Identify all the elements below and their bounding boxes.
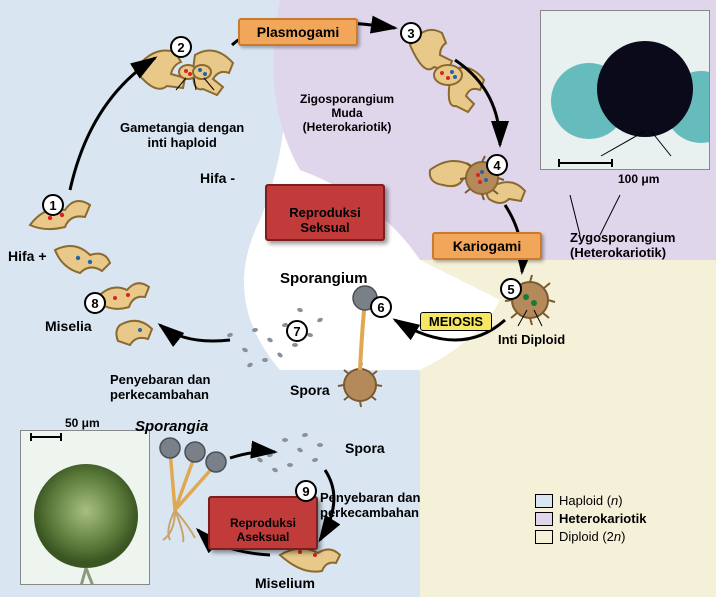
label-gametangia: Gametangia dengan inti haploid <box>120 120 244 150</box>
legend: Haploid (n) Heterokariotik Diploid (2n) <box>535 490 646 547</box>
legend-diploid: Diploid (2n) <box>535 529 646 544</box>
label-sporangia: Sporangia <box>135 418 208 435</box>
scale-50-label: 50 μm <box>65 416 100 430</box>
label-spora1: Spora <box>290 382 330 398</box>
box-repro-aseksual: Reproduksi Aseksual <box>208 496 318 550</box>
repro-seksual-text: Reproduksi Seksual <box>289 205 361 235</box>
legend-hetero-label: Heterokariotik <box>559 511 646 526</box>
label-miselia: Miselia <box>45 318 92 334</box>
scale-100-label: 100 μm <box>618 172 659 186</box>
micrograph-sporangium <box>20 430 150 585</box>
plasmogami-text: Plasmogami <box>257 24 339 40</box>
label-zigo-muda: Zigosporangium Muda (Heterokariotik) <box>300 92 394 134</box>
stage-badge-5: 5 <box>500 278 522 300</box>
stage-badge-6: 6 <box>370 296 392 318</box>
label-inti-diploid: Inti Diploid <box>498 332 565 347</box>
scalebar-100um <box>558 162 613 164</box>
repro-aseksual-text: Reproduksi Aseksual <box>230 516 296 544</box>
label-penyebaran1: Penyebaran dan perkecambahan <box>110 372 210 402</box>
box-meiosis: MEIOSIS <box>420 312 492 331</box>
stage-badge-7: 7 <box>286 320 308 342</box>
legend-haploid-label: Haploid (n) <box>559 493 623 508</box>
stage-badge-3: 3 <box>400 22 422 44</box>
legend-swatch-haploid <box>535 494 553 508</box>
stage-badge-9: 9 <box>295 480 317 502</box>
label-hifa-minus: Hifa - <box>200 170 235 186</box>
label-penyebaran2: Penyebaran dan perkecambahan <box>320 490 420 520</box>
legend-diploid-label: Diploid (2n) <box>559 529 626 544</box>
legend-heterokariotik: Heterokariotik <box>535 511 646 526</box>
box-plasmogami: Plasmogami <box>238 18 358 46</box>
micrograph-zygosporangium <box>540 10 710 170</box>
stage-badge-2: 2 <box>170 36 192 58</box>
stage-badge-8: 8 <box>84 292 106 314</box>
stage-badge-4: 4 <box>486 154 508 176</box>
legend-swatch-diploid <box>535 530 553 544</box>
kariogami-text: Kariogami <box>453 238 521 254</box>
legend-haploid: Haploid (n) <box>535 493 646 508</box>
box-kariogami: Kariogami <box>432 232 542 260</box>
label-miselium: Miselium <box>255 575 315 591</box>
label-sporangium: Sporangium <box>280 270 368 287</box>
meiosis-text: MEIOSIS <box>429 314 483 329</box>
label-spora2: Spora <box>345 440 385 456</box>
legend-swatch-hetero <box>535 512 553 526</box>
scalebar-50um <box>30 436 62 438</box>
stage-badge-1: 1 <box>42 194 64 216</box>
label-zygo-hetero: Zygosporangium (Heterokariotik) <box>570 230 675 260</box>
box-repro-seksual: Reproduksi Seksual <box>265 184 385 241</box>
label-hifa-plus: Hifa + <box>8 248 47 264</box>
